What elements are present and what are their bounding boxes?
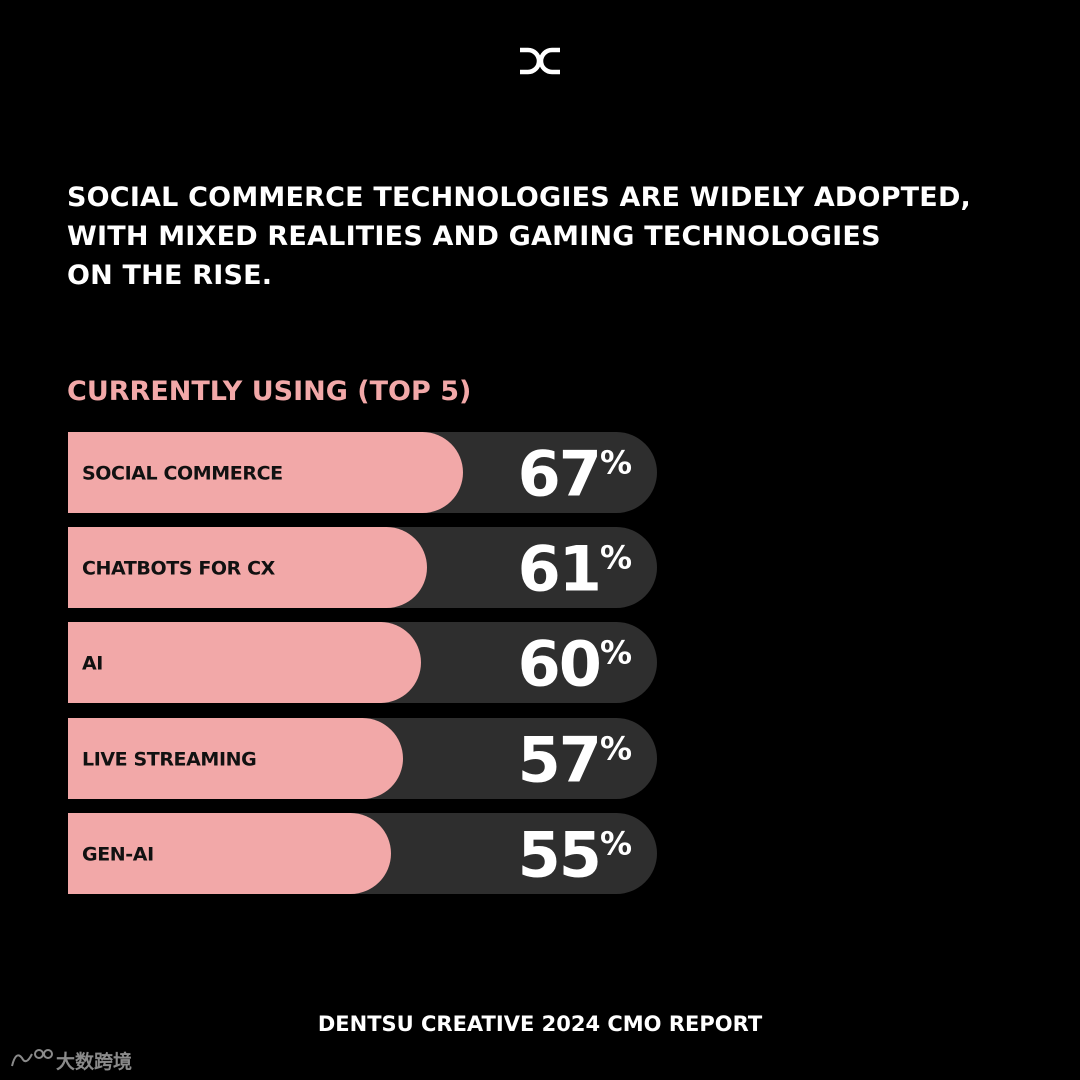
bar [68,527,427,608]
headline: SOCIAL COMMERCE TECHNOLOGIES ARE WIDELY … [67,182,972,291]
bar [68,432,463,513]
category-label: LIVE STREAMING [82,749,256,771]
bar [68,813,391,894]
category-label: AI [82,653,103,675]
category-label: SOCIAL COMMERCE [82,463,283,485]
bar [68,718,404,799]
category-label: GEN-AI [82,844,154,866]
footer-source: DENTSU CREATIVE 2024 CMO REPORT [317,1012,763,1036]
watermark-logo-icon: 大数跨境 [11,1049,132,1073]
dentsu-creative-logo-icon [520,47,560,75]
chart-title: CURRENTLY USING (TOP 5) [67,376,472,407]
watermark-text: 大数跨境 [56,1050,132,1073]
bar [68,622,421,703]
category-label: CHATBOTS FOR CX [82,558,276,580]
